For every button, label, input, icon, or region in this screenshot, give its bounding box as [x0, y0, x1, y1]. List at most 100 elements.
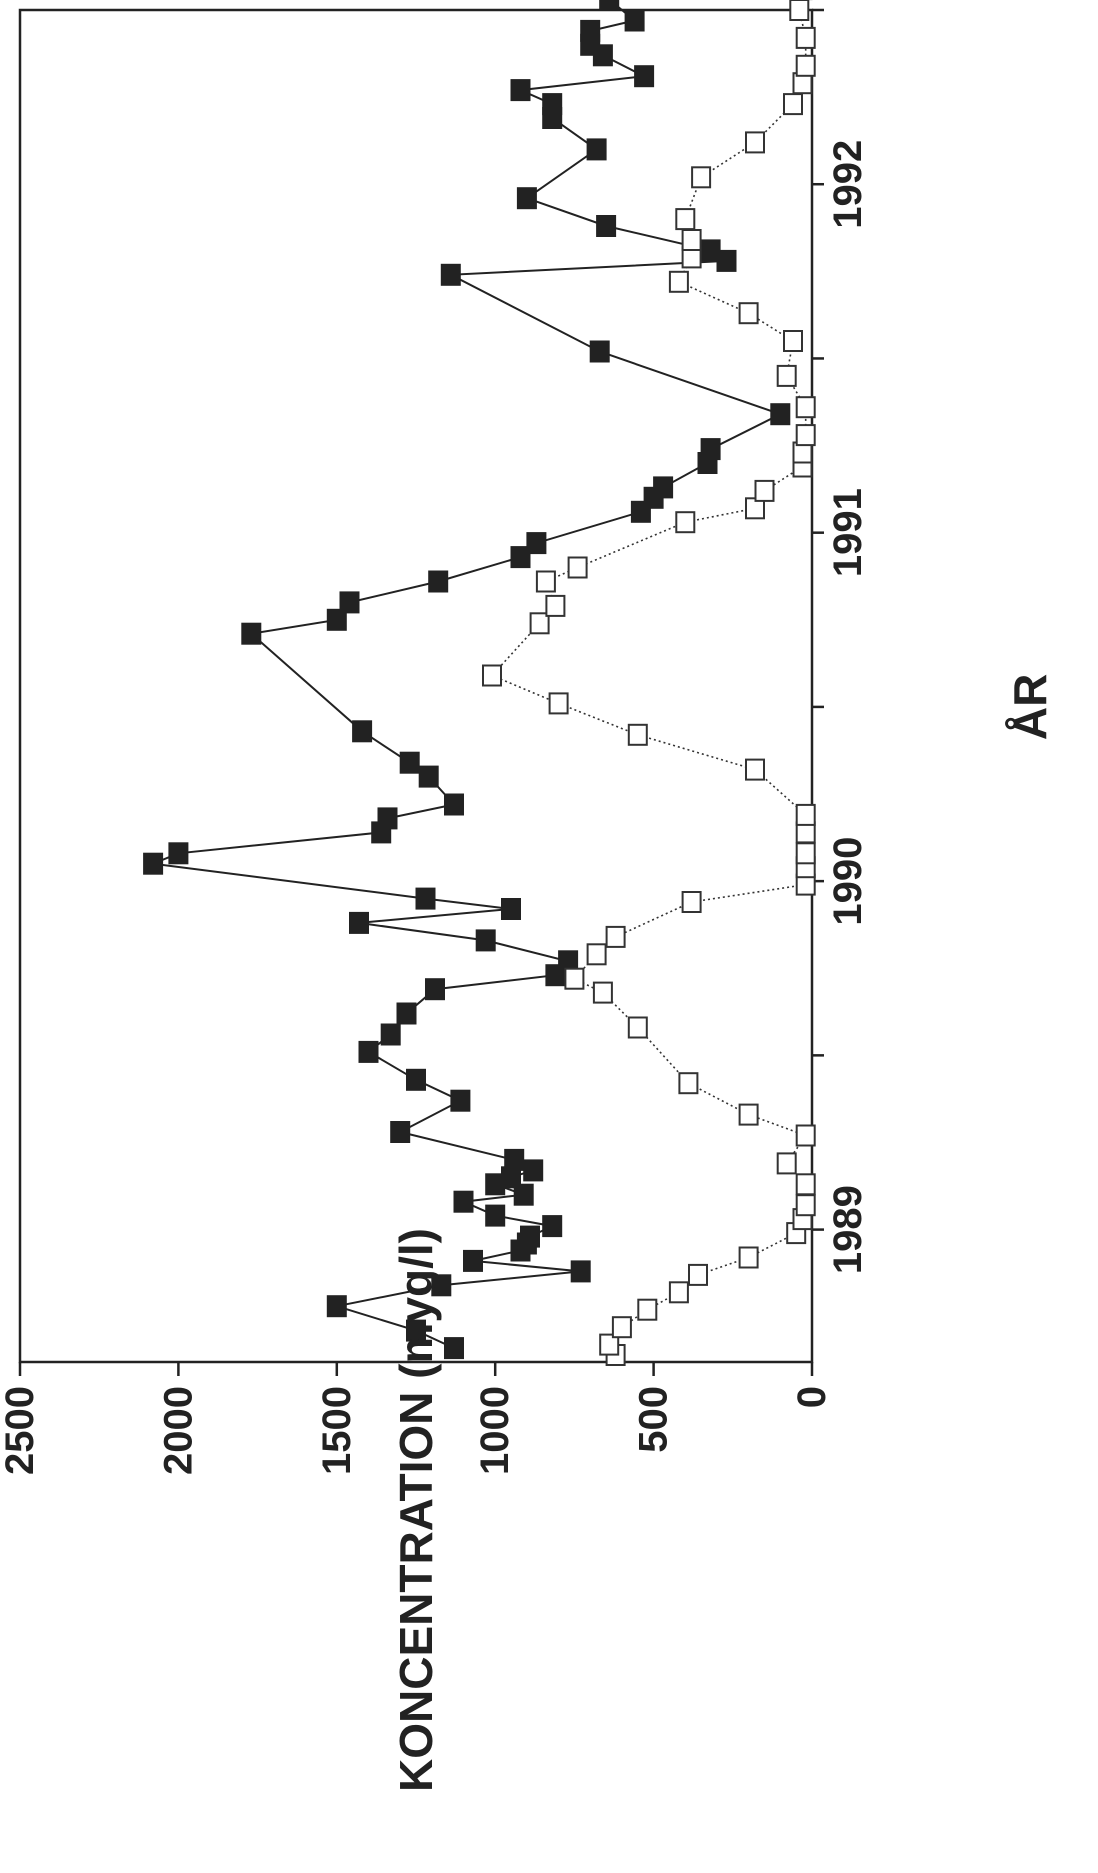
x-tick-label: 1991 — [826, 488, 870, 577]
series-0-point — [425, 978, 445, 1001]
series-0-point — [520, 1225, 540, 1248]
series-1-point — [795, 26, 816, 49]
y-tick-label: 2500 — [0, 1386, 42, 1475]
series-1-point — [668, 270, 689, 293]
x-tick-label: 1992 — [826, 140, 870, 229]
series-0-point — [349, 911, 369, 934]
series-1-point — [567, 556, 588, 579]
series-0-point — [440, 263, 461, 286]
series-1-point — [783, 93, 803, 116]
y-tick-label: 0 — [790, 1386, 834, 1408]
series-1-point — [675, 511, 696, 534]
series-0-point — [586, 138, 607, 161]
series-0-point — [418, 765, 439, 788]
series-0-point — [415, 887, 436, 910]
series-0-line — [149, 0, 783, 1350]
series-0-point — [510, 546, 531, 569]
series-0-point — [406, 1068, 426, 1091]
series-0-point — [653, 476, 674, 499]
series-1-point — [691, 166, 712, 189]
series-0-point — [504, 1148, 525, 1171]
series-0-point — [580, 19, 601, 42]
series-1-point — [637, 1298, 658, 1321]
x-axis-ticks: 1989 1990 1991 1992 — [812, 8, 870, 1274]
series-0-point — [570, 1260, 591, 1283]
y-tick-label: 2000 — [156, 1386, 200, 1475]
series-1-point — [688, 1263, 708, 1286]
series-0-point — [453, 1190, 474, 1213]
series-0-point — [399, 751, 420, 774]
series-0-point — [377, 807, 398, 830]
series-1-point — [795, 54, 816, 77]
series-0-point — [326, 1295, 347, 1318]
series-0-point — [526, 532, 547, 555]
series-0-point — [380, 1023, 401, 1046]
series-0-point — [450, 1089, 471, 1112]
series-1-point — [529, 612, 550, 635]
series-1 — [482, 0, 816, 1366]
series-1-point — [545, 594, 566, 617]
series-1-point — [795, 1173, 816, 1196]
series-1-point — [611, 1316, 632, 1339]
series-1-point — [738, 1246, 759, 1269]
series-1-point — [776, 364, 797, 387]
series-0-point — [463, 1249, 483, 1272]
series-0-point — [634, 65, 655, 88]
series-0-point — [390, 1121, 411, 1143]
series-1-point — [627, 723, 648, 746]
series-0-point — [444, 1337, 464, 1360]
series-0-point — [168, 842, 189, 865]
series-0-point — [428, 570, 449, 593]
x-tick-label: 1989 — [826, 1185, 870, 1274]
series-1-point — [783, 330, 803, 352]
series-0-point — [444, 793, 464, 816]
series-0-point — [510, 79, 531, 102]
y-axis-ticks: 0 500 1000 1500 2000 2500 — [0, 1362, 834, 1475]
series-0 — [143, 0, 791, 1360]
series-0-point — [431, 1274, 452, 1297]
series-1-point — [795, 396, 816, 419]
series-1-point — [795, 842, 816, 865]
y-tick-label: 1500 — [315, 1386, 359, 1475]
series-0-point — [241, 622, 262, 645]
series-0-point — [599, 0, 620, 11]
series-1-point — [599, 1333, 620, 1356]
series-1-point — [627, 1016, 648, 1039]
series-1-point — [564, 967, 585, 990]
series-1-point — [586, 943, 607, 966]
series-layer — [143, 0, 816, 1366]
y-tick-label: 1000 — [473, 1386, 517, 1475]
series-0-point — [485, 1204, 506, 1227]
series-0-point — [358, 1040, 379, 1063]
series-1-point — [548, 692, 569, 715]
series-1-point — [795, 803, 816, 826]
series-1-point — [535, 570, 556, 593]
plot-border — [18, 8, 814, 1364]
x-axis-title: ÅR — [1004, 674, 1056, 740]
series-1-point — [795, 1124, 816, 1147]
y-axis-title: KONCENTRATION (myg/l) — [390, 1228, 442, 1792]
series-0-point — [406, 1319, 426, 1342]
series-0-point — [352, 720, 373, 743]
series-1-point — [745, 131, 765, 154]
series-0-point — [596, 215, 617, 237]
series-1-point — [795, 424, 816, 447]
series-0-point — [523, 1159, 544, 1182]
series-0-point — [589, 340, 610, 363]
series-1-point — [789, 0, 810, 21]
series-0-point — [700, 239, 721, 262]
series-1-point — [605, 925, 626, 948]
series-1-point — [754, 479, 775, 502]
plot-frame — [18, 8, 814, 1364]
series-1-point — [681, 229, 702, 251]
series-1-point — [681, 891, 702, 913]
series-0-point — [542, 1215, 563, 1238]
series-0-point — [542, 93, 563, 116]
series-1-point — [482, 664, 502, 687]
x-tick-label: 1990 — [826, 837, 870, 926]
series-0-point — [339, 591, 360, 614]
series-1-point — [745, 758, 765, 781]
series-1-point — [592, 981, 613, 1004]
series-1-point — [675, 208, 696, 231]
